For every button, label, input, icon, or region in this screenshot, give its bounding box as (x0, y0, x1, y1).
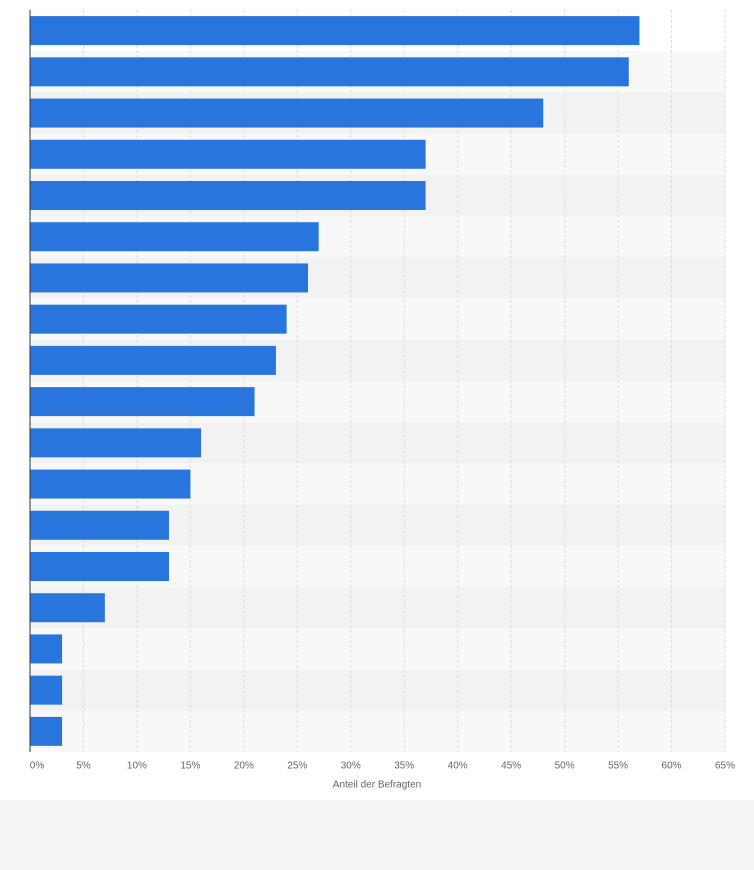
x-tick-label: 5% (76, 761, 91, 772)
row-band (30, 710, 725, 752)
x-tick-label: 60% (662, 761, 682, 772)
x-tick-label: 10% (127, 761, 147, 772)
row-band (30, 587, 725, 629)
bar (30, 57, 629, 87)
bar (30, 98, 544, 128)
row-band (30, 669, 725, 711)
bar (30, 16, 640, 46)
bar (30, 428, 202, 458)
x-tick-label: 45% (501, 761, 521, 772)
bar (30, 222, 319, 252)
x-tick-label: 0% (30, 761, 45, 772)
bar (30, 716, 63, 746)
row-band (30, 628, 725, 670)
x-tick-label: 65% (715, 761, 735, 772)
x-tick-label: 15% (180, 761, 200, 772)
x-tick-label: 40% (448, 761, 468, 772)
bar (30, 510, 169, 540)
x-tick-label: 25% (287, 761, 307, 772)
x-tick-label: 35% (394, 761, 414, 772)
bar (30, 181, 426, 210)
bar (30, 552, 169, 581)
x-tick-label: 50% (555, 761, 575, 772)
bar (30, 139, 426, 169)
x-axis-label: Anteil der Befragten (333, 780, 421, 791)
bar (30, 345, 276, 375)
x-tick-label: 55% (608, 761, 628, 772)
bar (30, 304, 287, 334)
bar (30, 675, 63, 705)
bar (30, 469, 191, 499)
bar (30, 593, 105, 623)
bar (30, 387, 255, 417)
bar (30, 263, 308, 293)
x-tick-label: 20% (234, 761, 254, 772)
bar (30, 634, 63, 664)
x-tick-label: 30% (341, 761, 361, 772)
